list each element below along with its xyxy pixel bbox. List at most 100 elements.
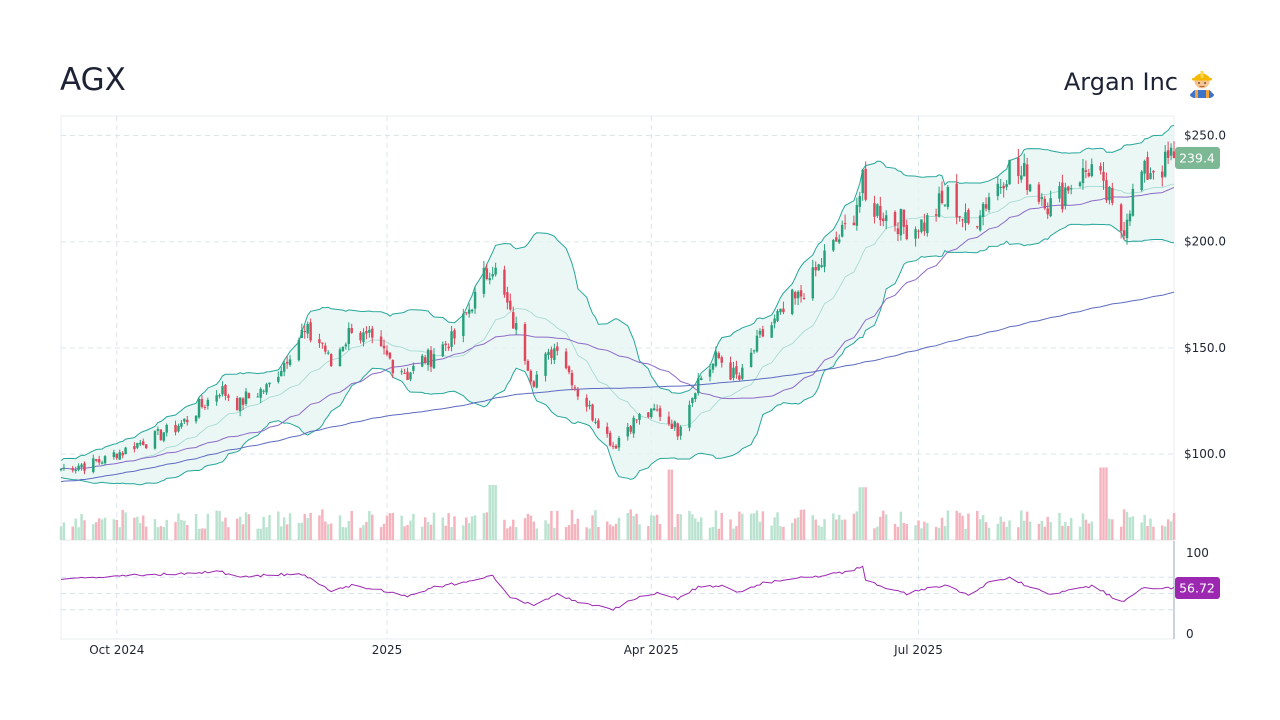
candle-body bbox=[80, 464, 83, 467]
volume-bar bbox=[843, 519, 847, 540]
volume-bar bbox=[679, 514, 682, 540]
candle-body bbox=[1108, 186, 1111, 201]
candle-body bbox=[1025, 164, 1029, 191]
volume-bar bbox=[112, 519, 116, 540]
volume-bar bbox=[1069, 517, 1073, 540]
candle-body bbox=[183, 418, 186, 422]
volume-bar bbox=[1028, 521, 1032, 540]
volume-bar bbox=[379, 527, 383, 540]
volume-bar bbox=[1122, 509, 1126, 540]
rsi-tick-label: 0 bbox=[1186, 627, 1194, 641]
volume-bar bbox=[241, 524, 245, 540]
volume-bar bbox=[729, 519, 732, 540]
candle-body bbox=[197, 398, 201, 418]
candle-body bbox=[791, 289, 794, 314]
candle-body bbox=[570, 372, 574, 386]
volume-bar bbox=[553, 527, 556, 540]
volume-bar bbox=[183, 520, 186, 540]
candle-body bbox=[288, 359, 292, 365]
volume-bar bbox=[382, 523, 386, 540]
candle-body bbox=[793, 292, 797, 299]
candle-body bbox=[462, 313, 465, 337]
volume-bar bbox=[133, 517, 136, 540]
volume-bar bbox=[855, 511, 859, 540]
volume-bar bbox=[535, 528, 538, 540]
volume-bar bbox=[532, 521, 536, 540]
candle-body bbox=[268, 382, 271, 385]
volume-bar bbox=[512, 519, 515, 540]
candle-body bbox=[244, 391, 248, 404]
candle-body bbox=[735, 366, 738, 375]
bollinger-lower bbox=[60, 223, 1175, 486]
company-name: Argan Inc bbox=[1064, 66, 1218, 98]
volume-bar bbox=[118, 527, 121, 540]
volume-bar bbox=[823, 519, 826, 540]
construction-worker-icon bbox=[1190, 71, 1214, 98]
candle-body bbox=[1125, 219, 1129, 239]
volume-bar bbox=[811, 515, 815, 540]
candle-body bbox=[447, 346, 450, 349]
volume-bar bbox=[567, 525, 571, 540]
volume-bar bbox=[840, 519, 844, 540]
volume-bar bbox=[711, 526, 715, 540]
candle-body bbox=[465, 312, 468, 314]
rsi-tick-label: 100 bbox=[1186, 546, 1209, 560]
volume-bar bbox=[714, 510, 718, 540]
candle-body bbox=[1028, 184, 1032, 192]
candle-body bbox=[95, 459, 98, 461]
volume-bar bbox=[177, 513, 180, 540]
volume-bar bbox=[285, 524, 289, 540]
volume-bar bbox=[638, 524, 641, 540]
candle-body bbox=[121, 452, 124, 456]
candle-body bbox=[512, 312, 515, 329]
candle-body bbox=[385, 350, 389, 355]
candle-body bbox=[905, 225, 908, 240]
volume-bar bbox=[194, 514, 198, 540]
candle-body bbox=[732, 367, 735, 378]
volume-bar bbox=[1058, 512, 1061, 540]
candle-body bbox=[814, 267, 817, 271]
candle-body bbox=[103, 456, 107, 464]
plot-border bbox=[60, 115, 1175, 640]
candle-body bbox=[917, 230, 920, 232]
candle-body bbox=[162, 432, 166, 441]
candle-body bbox=[761, 329, 765, 337]
volume-bar bbox=[820, 526, 823, 540]
volume-bar bbox=[235, 518, 239, 540]
volume-bar bbox=[978, 519, 982, 540]
volume-bar bbox=[876, 526, 879, 540]
volume-bar bbox=[926, 523, 929, 540]
volume-bar bbox=[100, 519, 104, 540]
volume-bar bbox=[221, 521, 224, 540]
candle-body bbox=[958, 216, 961, 218]
volume-bar bbox=[473, 515, 477, 540]
volume-bar bbox=[365, 521, 368, 540]
volume-bar bbox=[282, 517, 286, 540]
volume-bar bbox=[265, 527, 268, 540]
candle-body bbox=[115, 453, 119, 459]
candle-body bbox=[206, 399, 210, 406]
volume-bar bbox=[570, 509, 574, 540]
volume-bar bbox=[858, 487, 862, 540]
last-price-badge-bg bbox=[1175, 147, 1220, 170]
volume-bar bbox=[262, 516, 265, 540]
volume-bar bbox=[441, 517, 444, 540]
sma-200-line bbox=[60, 291, 1175, 483]
candle-body bbox=[855, 205, 859, 226]
volume-bar bbox=[92, 524, 95, 540]
volume-bar bbox=[1005, 526, 1008, 540]
volume-bar bbox=[324, 521, 327, 540]
volume-bar bbox=[987, 527, 991, 540]
volume-bar bbox=[83, 520, 86, 540]
candle-body bbox=[1087, 172, 1091, 177]
candle-body bbox=[453, 330, 456, 339]
volume-bar bbox=[144, 526, 148, 540]
volume-bar bbox=[799, 509, 803, 540]
volume-bar bbox=[1078, 526, 1082, 540]
candle-body bbox=[277, 376, 280, 382]
volume-bar bbox=[773, 517, 776, 540]
candle-body bbox=[224, 384, 227, 396]
candle-body bbox=[514, 323, 518, 330]
candle-body bbox=[280, 370, 283, 377]
volume-bar bbox=[940, 517, 944, 540]
